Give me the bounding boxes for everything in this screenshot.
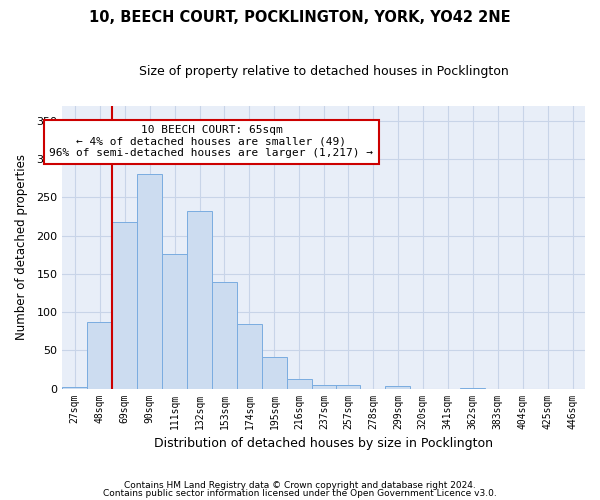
Bar — [62, 387, 87, 388]
Title: Size of property relative to detached houses in Pocklington: Size of property relative to detached ho… — [139, 65, 509, 78]
Bar — [237, 324, 262, 388]
Bar — [162, 254, 187, 388]
Bar — [287, 380, 312, 388]
Bar — [212, 282, 237, 389]
X-axis label: Distribution of detached houses by size in Pocklington: Distribution of detached houses by size … — [154, 437, 493, 450]
Bar — [87, 322, 112, 388]
Bar — [137, 174, 162, 388]
Y-axis label: Number of detached properties: Number of detached properties — [15, 154, 28, 340]
Text: 10, BEECH COURT, POCKLINGTON, YORK, YO42 2NE: 10, BEECH COURT, POCKLINGTON, YORK, YO42… — [89, 10, 511, 25]
Bar — [335, 386, 361, 388]
Bar — [262, 357, 287, 388]
Bar — [312, 384, 337, 388]
Text: Contains public sector information licensed under the Open Government Licence v3: Contains public sector information licen… — [103, 488, 497, 498]
Text: 10 BEECH COURT: 65sqm
← 4% of detached houses are smaller (49)
96% of semi-detac: 10 BEECH COURT: 65sqm ← 4% of detached h… — [49, 126, 373, 158]
Bar — [187, 211, 212, 388]
Bar — [385, 386, 410, 388]
Bar — [112, 222, 137, 388]
Text: Contains HM Land Registry data © Crown copyright and database right 2024.: Contains HM Land Registry data © Crown c… — [124, 481, 476, 490]
